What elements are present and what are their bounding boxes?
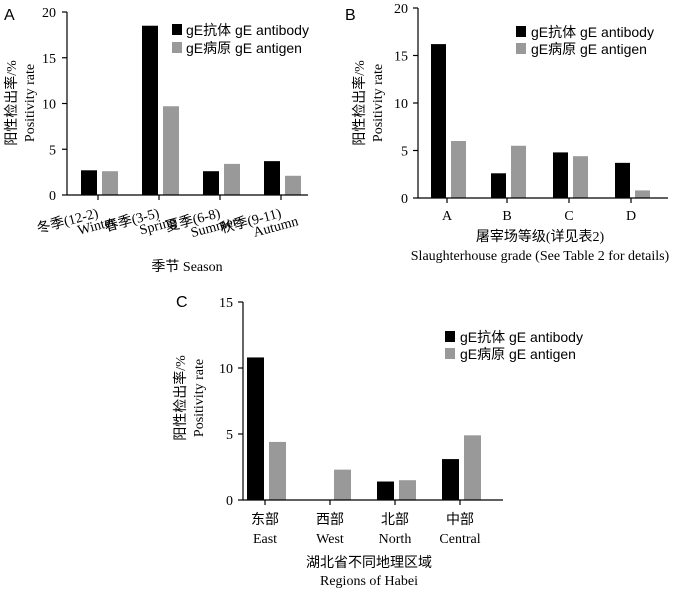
x-category-label-en: Central [439, 532, 480, 547]
y-label-zh-c: 阳性检出率/% [172, 355, 189, 441]
x-category-labels-c: 东部 East 西部 West 北部 North 中部 Central [251, 512, 481, 547]
y-ticks-a: 0 5 10 15 20 [42, 6, 67, 204]
bar-antibody-east [247, 357, 264, 500]
y-tick-label: 10 [219, 362, 233, 377]
y-label-zh-b: 阳性检出率/% [351, 60, 368, 146]
bar-antibody-summer [203, 171, 219, 195]
y-tick-label: 10 [394, 97, 408, 112]
x-category-label-en: West [316, 532, 344, 547]
bar-antibody-autumn [264, 161, 280, 195]
legend-swatch-antigen-a [172, 42, 182, 53]
legend-a: gE抗体 gE antibody gE病原 gE antigen [172, 22, 309, 56]
y-tick-label: 20 [394, 2, 408, 17]
y-tick-label: 5 [226, 428, 233, 443]
bar-antibody-d [615, 162, 630, 198]
panel-letter-a: A [4, 7, 15, 24]
y-tick-label: 15 [42, 52, 56, 67]
bar-antibody-c [553, 152, 568, 198]
x-tick-marks-a [97, 195, 282, 200]
y-tick-label: 15 [394, 50, 408, 65]
bar-antigen-autumn [285, 175, 301, 195]
x-category-label-en: East [253, 532, 277, 547]
x-category-label: D [626, 209, 636, 224]
legend-label-antigen-a: gE病原 gE antigen [186, 40, 302, 56]
x-category-label: C [564, 209, 573, 224]
legend-label-antibody-b: gE抗体 gE antibody [531, 24, 654, 40]
bar-antibody-b [491, 173, 506, 198]
y-label-en-c: Positivity rate [192, 359, 207, 437]
bar-antibody-north [377, 481, 394, 500]
bar-antibody-central [442, 459, 459, 500]
bar-antibody-a [431, 44, 446, 198]
legend-b: gE抗体 gE antibody gE病原 gE antigen [516, 24, 654, 57]
x-category-labels-a: 冬季(12-2)Winter春季(3-5)Spring夏季(6-8)Summer… [35, 205, 300, 241]
x-label-zh-b: 屠宰场等级(详见表2) [476, 228, 605, 245]
bar-antigen-spring [163, 106, 179, 195]
y-tick-label: 20 [42, 6, 56, 21]
panel-letter-b: B [345, 7, 356, 24]
y-ticks-b: 0 5 10 15 20 [394, 2, 418, 207]
x-category-label-en: North [379, 532, 412, 547]
legend-label-antibody-a: gE抗体 gE antibody [186, 22, 309, 38]
bar-antigen-b [511, 145, 526, 198]
y-label-zh-a: 阳性检出率/% [3, 60, 20, 146]
bars-b [431, 44, 650, 198]
y-ticks-c: 0 5 10 15 [219, 296, 243, 509]
x-tick-marks-c [264, 500, 461, 505]
y-tick-label: 0 [49, 189, 56, 204]
legend-swatch-antibody-b [516, 26, 526, 37]
y-tick-label: 5 [49, 143, 56, 158]
bar-antigen-d [635, 190, 650, 198]
x-category-label-zh: 北部 [381, 512, 409, 528]
x-category-label-zh: 中部 [446, 512, 474, 528]
bar-antigen-west [334, 469, 351, 500]
x-category-label: B [502, 209, 511, 224]
y-tick-label: 10 [42, 98, 56, 113]
x-category-label-zh: 东部 [251, 512, 279, 528]
legend-swatch-antigen-c [445, 348, 455, 359]
legend-swatch-antibody-c [445, 331, 455, 342]
bar-antigen-central [464, 435, 481, 500]
x-label-en-b: Slaughterhouse grade (See Table 2 for de… [411, 249, 670, 264]
x-tick-marks-b [446, 198, 632, 203]
x-category-label: A [442, 209, 453, 224]
legend-swatch-antigen-b [516, 43, 526, 54]
y-tick-label: 15 [219, 296, 233, 311]
bar-antigen-east [269, 441, 286, 500]
bar-antigen-a [451, 141, 466, 198]
chart-panel-a: A 0 5 10 15 20 阳性检出率/% Positivity rate 冬季(12… [3, 6, 309, 275]
x-label-a: 季节 Season [151, 259, 222, 275]
x-label-en-c: Regions of Habei [320, 574, 418, 589]
x-label-zh-c: 湖北省不同地理区域 [306, 555, 432, 571]
y-label-en-b: Positivity rate [371, 64, 386, 142]
legend-swatch-antibody-a [172, 24, 182, 35]
bar-antibody-spring [142, 25, 158, 195]
bar-antigen-c [573, 156, 588, 198]
chart-panel-c: C 0 5 10 15 阳性检出率/% Positivity rate 东部 East 西… [172, 294, 583, 589]
legend-label-antigen-b: gE病原 gE antigen [531, 41, 647, 57]
x-category-label-zh: 西部 [316, 512, 344, 528]
bar-antigen-north [399, 480, 416, 500]
y-label-en-a: Positivity rate [23, 64, 38, 142]
legend-c: gE抗体 gE antibody gE病原 gE antigen [445, 329, 583, 362]
y-tick-label: 0 [401, 192, 408, 207]
bar-antigen-winter [102, 171, 118, 195]
bar-antibody-winter [81, 170, 97, 195]
bar-antigen-summer [224, 163, 240, 195]
legend-label-antibody-c: gE抗体 gE antibody [460, 329, 583, 345]
y-tick-label: 0 [226, 494, 233, 509]
legend-label-antigen-c: gE病原 gE antigen [460, 346, 576, 362]
bars-a [81, 25, 301, 195]
x-category-labels-b: A B C D [442, 209, 636, 224]
bars-c [247, 357, 481, 500]
panel-letter-c: C [176, 294, 188, 311]
y-tick-label: 5 [401, 145, 408, 160]
